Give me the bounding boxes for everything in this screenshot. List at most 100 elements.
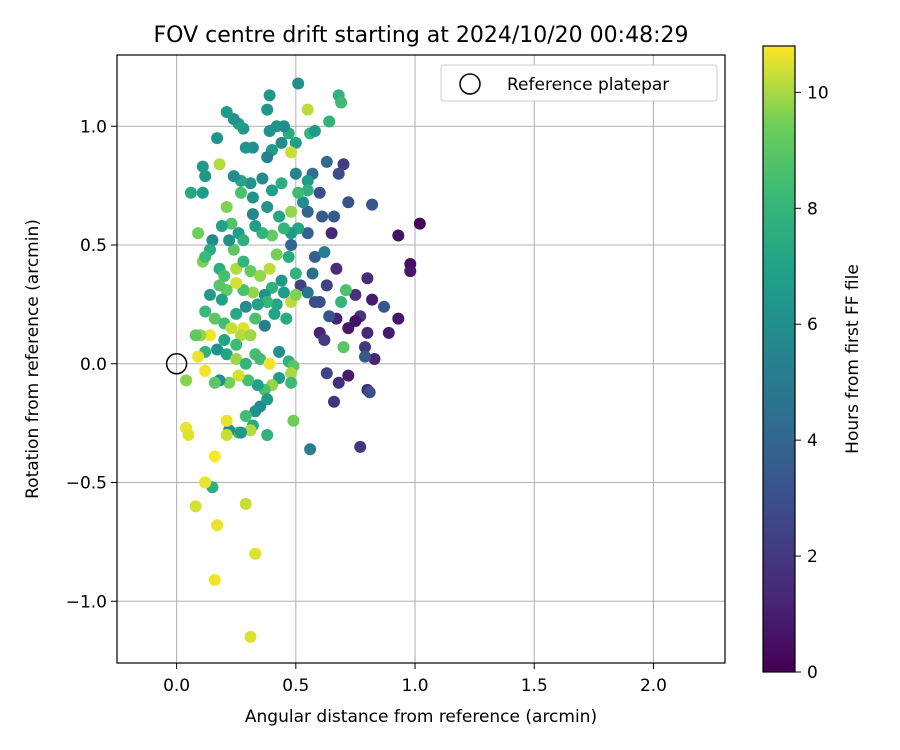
colorbar (762, 45, 796, 673)
data-point (184, 186, 197, 199)
data-point (273, 210, 286, 223)
data-point (339, 284, 352, 297)
data-point (258, 319, 271, 332)
data-point (366, 293, 379, 306)
data-point (199, 476, 212, 489)
data-point (237, 234, 250, 247)
data-point (218, 269, 231, 282)
data-point (275, 136, 288, 149)
data-point (199, 250, 212, 263)
data-point (237, 255, 250, 268)
data-point (320, 155, 333, 168)
data-point (239, 497, 252, 510)
data-point (249, 312, 262, 325)
data-point (349, 315, 362, 327)
data-point (392, 229, 405, 242)
colorbar-tick-label: 10 (807, 83, 829, 103)
colorbar-tick-label: 8 (807, 199, 818, 219)
data-point (337, 158, 350, 171)
x-axis-label: Angular distance from reference (arcmin) (245, 707, 597, 727)
x-tick-label: 0.5 (282, 676, 309, 696)
data-point (325, 227, 338, 240)
data-point (225, 217, 238, 230)
data-point (359, 350, 371, 363)
data-point (320, 279, 333, 292)
data-point (251, 379, 264, 392)
data-point (349, 288, 362, 301)
y-tick-label: 0.5 (80, 236, 107, 256)
data-point (308, 125, 321, 137)
data-point (235, 186, 247, 199)
data-point (261, 103, 274, 116)
data-point (211, 519, 224, 532)
data-point (246, 208, 259, 221)
data-point (263, 89, 276, 102)
data-point (301, 184, 314, 197)
data-point (382, 326, 395, 339)
y-tick-label: 1.0 (80, 117, 107, 137)
legend-entry-reference: Reference platepar (507, 75, 669, 95)
data-point (285, 239, 298, 251)
data-point (239, 410, 252, 422)
data-point (318, 246, 331, 259)
data-point (220, 201, 233, 213)
data-point (308, 250, 321, 263)
data-point (301, 174, 314, 187)
data-point (244, 424, 257, 437)
data-point (244, 177, 257, 190)
data-point (292, 77, 305, 90)
data-point (256, 172, 269, 185)
data-point (328, 395, 340, 408)
data-point (246, 191, 259, 204)
data-point (332, 167, 345, 180)
data-point (246, 286, 259, 299)
data-point (213, 279, 226, 292)
data-point (215, 293, 228, 306)
data-point (308, 296, 321, 308)
data-point (196, 160, 209, 173)
data-point (227, 113, 240, 126)
data-point (230, 338, 243, 351)
x-axis-ticks: 0.0 0.5 1.0 1.5 2.0 (163, 663, 667, 696)
data-point (208, 573, 221, 586)
y-tick-label: −0.5 (66, 474, 107, 494)
data-point (320, 367, 333, 380)
data-point (301, 227, 314, 240)
data-point (330, 262, 343, 275)
data-point (208, 376, 221, 389)
data-point (239, 141, 252, 154)
data-point (301, 103, 314, 116)
data-point (289, 167, 302, 180)
data-point (263, 357, 276, 370)
data-point (292, 186, 305, 199)
data-point (230, 277, 243, 289)
colorbar-tick-label: 6 (807, 315, 818, 335)
data-point (254, 353, 267, 365)
x-tick-label: 0.0 (163, 676, 190, 696)
data-point (208, 312, 221, 325)
data-point (254, 269, 267, 282)
data-point (316, 210, 329, 223)
data-point (282, 250, 295, 263)
data-point (280, 312, 293, 325)
data-point (218, 334, 231, 346)
data-point (227, 170, 240, 183)
data-point (230, 353, 243, 365)
data-point (232, 369, 245, 382)
data-point (361, 326, 374, 339)
data-point (225, 322, 238, 335)
data-point (235, 426, 247, 439)
data-point (323, 310, 336, 323)
data-point (313, 186, 326, 199)
data-point (204, 288, 216, 301)
data-point (230, 307, 243, 320)
data-point (189, 500, 202, 513)
data-point (359, 341, 371, 354)
data-point (404, 265, 417, 278)
data-point (261, 429, 274, 441)
x-tick-label: 1.0 (402, 676, 429, 696)
data-point (208, 450, 221, 463)
data-point (204, 329, 216, 342)
data-point (337, 341, 350, 354)
data-point (189, 329, 202, 342)
